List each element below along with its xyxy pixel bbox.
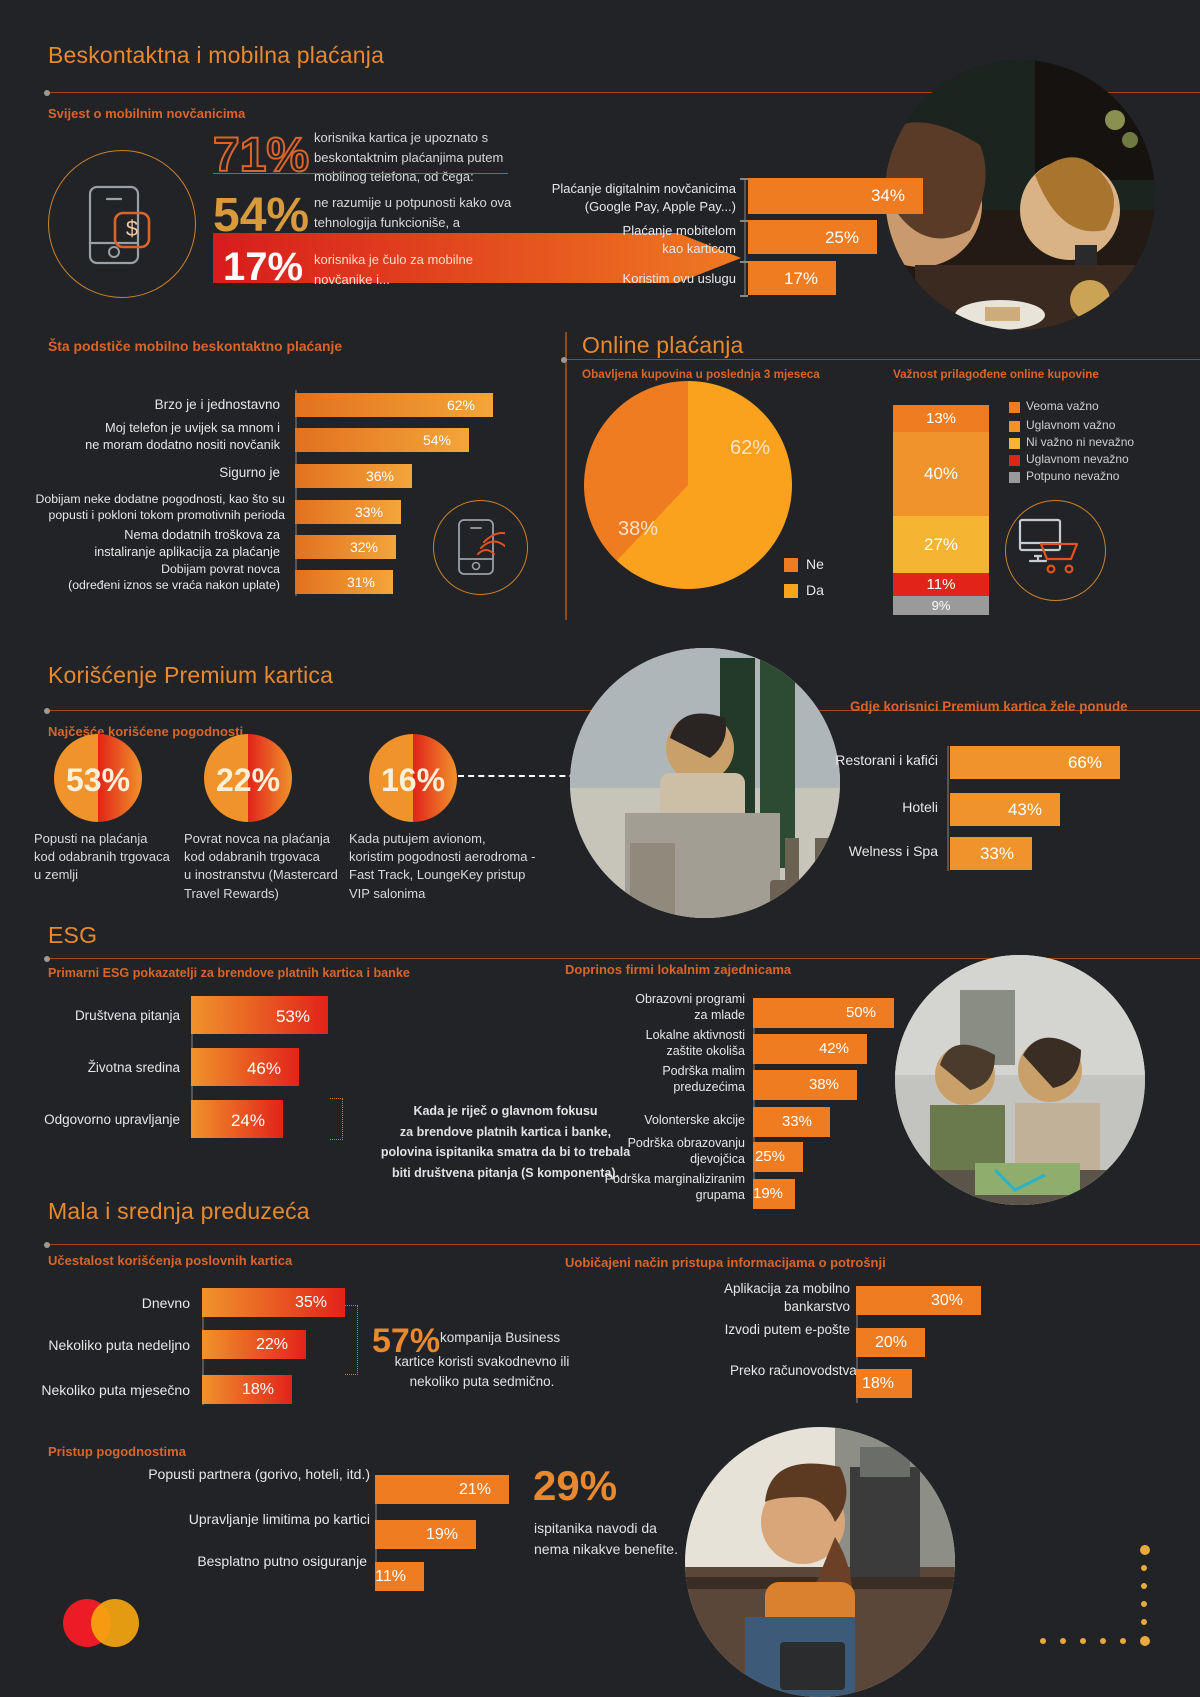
svg-text:$: $ xyxy=(126,216,138,241)
